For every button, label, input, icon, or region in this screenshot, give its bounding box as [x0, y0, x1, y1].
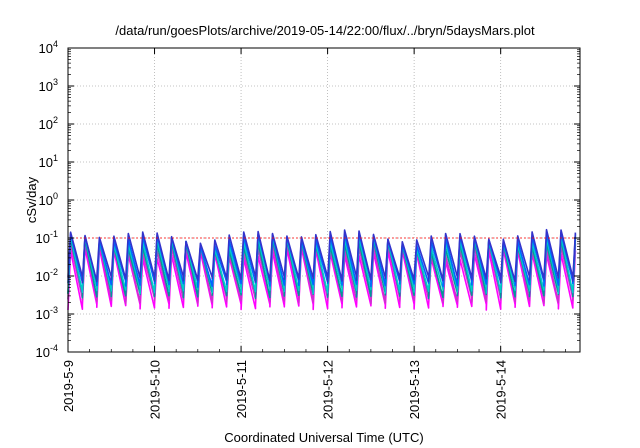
- x-axis-label: Coordinated Universal Time (UTC): [224, 430, 423, 445]
- x-tick-label: 2019-5-13: [407, 360, 422, 419]
- x-tick-label: 2019-5-12: [321, 360, 336, 419]
- series-line: [67, 228, 577, 284]
- x-tick-label: 2019-5-11: [234, 360, 249, 418]
- y-axis: 10-4 10-3 10-2 10-1 100 101 102 103 104: [36, 39, 580, 360]
- chart-title: /data/run/goesPlots/archive/2019-05-14/2…: [115, 23, 535, 38]
- y-tick-label: 10-4: [36, 343, 58, 360]
- x-tick-label: 2019-5-14: [494, 360, 509, 419]
- y-tick-label: 10-2: [36, 267, 58, 284]
- y-axis-label: cSv/day: [24, 176, 39, 223]
- y-tick-label: 104: [39, 39, 58, 56]
- y-tick-label: 100: [39, 191, 58, 208]
- x-tick-label: 2019-5-10: [148, 360, 163, 419]
- y-tick-label: 102: [39, 115, 58, 132]
- y-tick-label: 101: [39, 153, 58, 170]
- y-tick-label: 103: [39, 77, 58, 94]
- x-axis: 2019-5-9 2019-5-10 2019-5-11 2019-5-12 2019-…: [61, 48, 566, 419]
- series-line: [67, 234, 577, 295]
- y-tick-label: 10-3: [36, 305, 58, 322]
- y-tick-label: 10-1: [36, 229, 58, 246]
- grid-lines: [68, 48, 580, 352]
- data-series: [67, 228, 577, 311]
- x-tick-label: 2019-5-9: [61, 360, 76, 412]
